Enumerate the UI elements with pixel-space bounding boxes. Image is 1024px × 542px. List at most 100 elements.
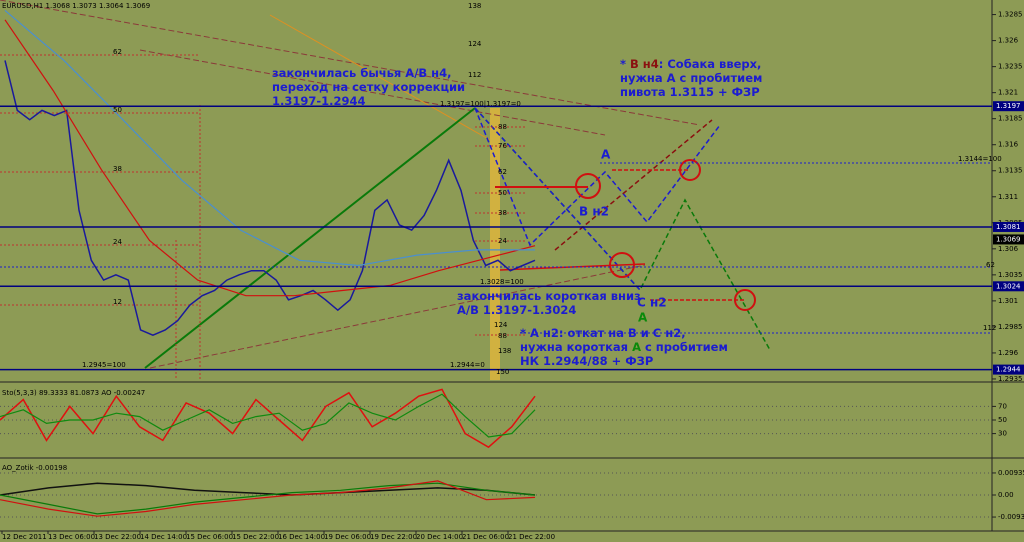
- wave-label: A: [638, 311, 648, 325]
- level-box: [993, 281, 1024, 292]
- series-line: [4, 19, 536, 297]
- annotation: НК 1.2944/88 + ФЗР: [520, 354, 653, 368]
- annotation-part: нужна короткая: [520, 340, 632, 354]
- fib-label: 38: [113, 165, 122, 173]
- time-band: [490, 108, 500, 380]
- level-label: 1.3024: [996, 282, 1021, 290]
- annotation-part: закончилась короткая вниз: [457, 289, 641, 303]
- y-tick-label: -0.00935: [998, 513, 1024, 521]
- x-tick-label: 20 Dec 14:00: [416, 533, 463, 541]
- target-circle: [734, 289, 756, 311]
- fib-label: 24: [113, 238, 122, 246]
- y-tick-label: 50: [998, 416, 1007, 424]
- drawings: [0, 0, 992, 380]
- annotation-part: * А н2: откат на В и С н2,: [520, 326, 686, 340]
- annotation-part: нужна А с пробитием: [620, 71, 762, 85]
- forecast-path: [474, 107, 721, 247]
- fib-label: 124: [494, 321, 508, 329]
- annotation: пивота 1.3115 + ФЗР: [620, 85, 760, 99]
- target-circle: [609, 252, 635, 278]
- chart-title: EURUSD,H1 1.3068 1.3073 1.3064 1.3069: [2, 2, 150, 10]
- fib-label: 1.3197=100|1.3197=0: [440, 100, 521, 108]
- x-tick-label: 13 Dec 22:00: [94, 533, 141, 541]
- forecast-path: [554, 119, 713, 251]
- x-tick-label: 12 Dec 2011: [2, 533, 47, 541]
- x-tick-label: 21 Dec 22:00: [508, 533, 555, 541]
- series-line: [0, 482, 536, 496]
- x-tick-label: 21 Dec 06:00: [462, 533, 509, 541]
- y-tick-label: 1.3035: [998, 271, 1023, 279]
- level-box: [993, 364, 1024, 375]
- fib-label: 150: [496, 368, 509, 376]
- y-tick-label: 1.301: [998, 297, 1018, 305]
- fib-label: 112: [468, 71, 481, 79]
- fib-label: 12: [113, 298, 122, 306]
- fib-label: 1.3028=100: [480, 278, 524, 286]
- annotation: A/B 1.3197-1.3024: [457, 303, 576, 317]
- annotation-part: с пробитием: [641, 340, 728, 354]
- annotation-part: пивота 1.3115 + ФЗР: [620, 85, 760, 99]
- annotation-part: *: [620, 57, 630, 71]
- annotation-part: B н4: [630, 57, 659, 71]
- trend-line: [149, 264, 646, 369]
- trend-line: [139, 49, 606, 136]
- fib-label: 50: [113, 106, 122, 114]
- fib-label: 62: [498, 168, 507, 176]
- x-tick-label: 16 Dec 14:00: [278, 533, 325, 541]
- trend-line: [269, 14, 491, 141]
- annotation-part: A/B 1.3197-1.3024: [457, 303, 576, 317]
- fib-grid: [0, 162, 992, 334]
- x-tick-label: 14 Dec 14:00: [140, 533, 187, 541]
- y-tick-label: 1.3235: [998, 63, 1023, 71]
- last-price-label: 1.3069: [996, 235, 1021, 243]
- level-box: [993, 221, 1024, 232]
- annotation: * B н4: Собака вверх,: [620, 57, 761, 71]
- x-tick-label: 15 Dec 06:00: [186, 533, 233, 541]
- fib-label: 1.2945=100: [82, 361, 126, 369]
- fib-grid: [0, 54, 525, 380]
- y-tick-label: 1.311: [998, 193, 1018, 201]
- annotation-part: 1.3197-1.2944: [272, 94, 366, 108]
- annotation: * А н2: откат на В и С н2,: [520, 326, 686, 340]
- x-tick-label: 19 Dec 06:00: [324, 533, 371, 541]
- panel-title: AO_Zotik -0.00198: [2, 464, 67, 472]
- last-price-box: [993, 234, 1024, 245]
- wave-label: B н2: [579, 205, 609, 219]
- fib-label: 50: [498, 189, 507, 197]
- series-line: [0, 388, 536, 449]
- fib-label: 138: [468, 2, 481, 10]
- fib-label: 1.2944=0: [450, 361, 485, 369]
- y-tick-label: 1.306: [998, 245, 1019, 253]
- y-tick-label: 70: [998, 402, 1007, 410]
- wave-label: C н2: [637, 296, 667, 310]
- level-box: [993, 101, 1024, 112]
- fib-label: 138: [498, 347, 511, 355]
- y-tick-label: 0.00935: [998, 469, 1024, 477]
- series-line: [0, 480, 536, 517]
- y-tick-label: 1.3285: [998, 11, 1023, 19]
- forecast-path: [474, 107, 641, 291]
- y-tick-label: 1.316: [998, 141, 1019, 149]
- y-tick-label: 1.326: [998, 37, 1019, 45]
- annotation: переход на сетку коррекции: [272, 80, 465, 94]
- y-tick-label: 1.321: [998, 89, 1018, 97]
- y-tick-label: 1.2985: [998, 323, 1023, 331]
- fib-label: 24: [498, 237, 507, 245]
- fib-label: 124: [468, 40, 482, 48]
- y-tick-label: 1.296: [998, 349, 1019, 357]
- fib-label: 1.3144=100: [958, 155, 1002, 163]
- annotation: нужна А с пробитием: [620, 71, 762, 85]
- annotation-part: A: [632, 340, 641, 354]
- level-label: 1.2944: [996, 366, 1021, 374]
- fib-label: 88: [498, 332, 507, 340]
- series-line: [0, 393, 536, 438]
- annotation: 1.3197-1.2944: [272, 94, 366, 108]
- fib-label: 76: [498, 142, 507, 150]
- y-tick-label: 30: [998, 430, 1007, 438]
- annotation: нужна короткая A с пробитием: [520, 340, 728, 354]
- annotation-part: : Собака вверх,: [659, 57, 762, 71]
- wave-label: A: [601, 148, 611, 162]
- fib-label: 62: [986, 261, 995, 269]
